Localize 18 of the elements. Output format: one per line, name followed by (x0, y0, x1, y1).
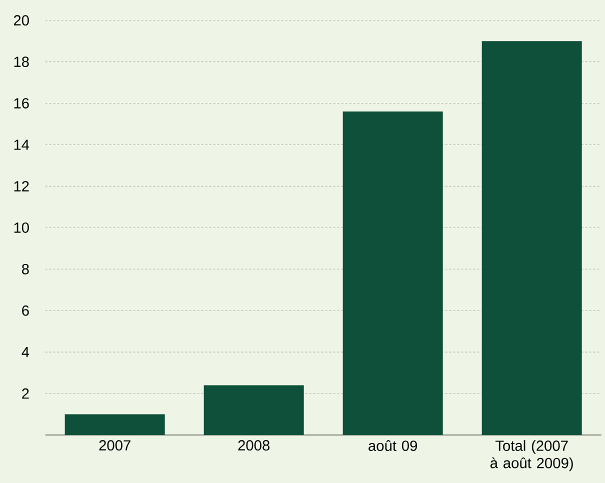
y-tick-label: 4 (22, 347, 30, 358)
x-tick-label: août 09 (368, 440, 418, 451)
x-tick-label: Total (2007 à août 2009) (490, 440, 573, 472)
y-tick-label: 10 (14, 222, 29, 233)
y-tick-label: 14 (14, 140, 30, 150)
y-tick-label: 12 (14, 181, 29, 192)
bar (482, 41, 582, 435)
y-tick-label: 16 (14, 98, 29, 108)
x-tick-label: 2008 (238, 440, 270, 451)
y-tick-label: 2 (22, 388, 29, 399)
y-tick-label: 18 (14, 56, 29, 67)
y-tick-label: 8 (22, 264, 29, 274)
x-tick-label: 2007 (99, 440, 130, 451)
bar (64, 414, 165, 435)
bar (342, 112, 443, 435)
y-tick-label: 6 (22, 305, 29, 316)
y-tick-label: 20 (14, 15, 29, 26)
bar (204, 385, 304, 435)
